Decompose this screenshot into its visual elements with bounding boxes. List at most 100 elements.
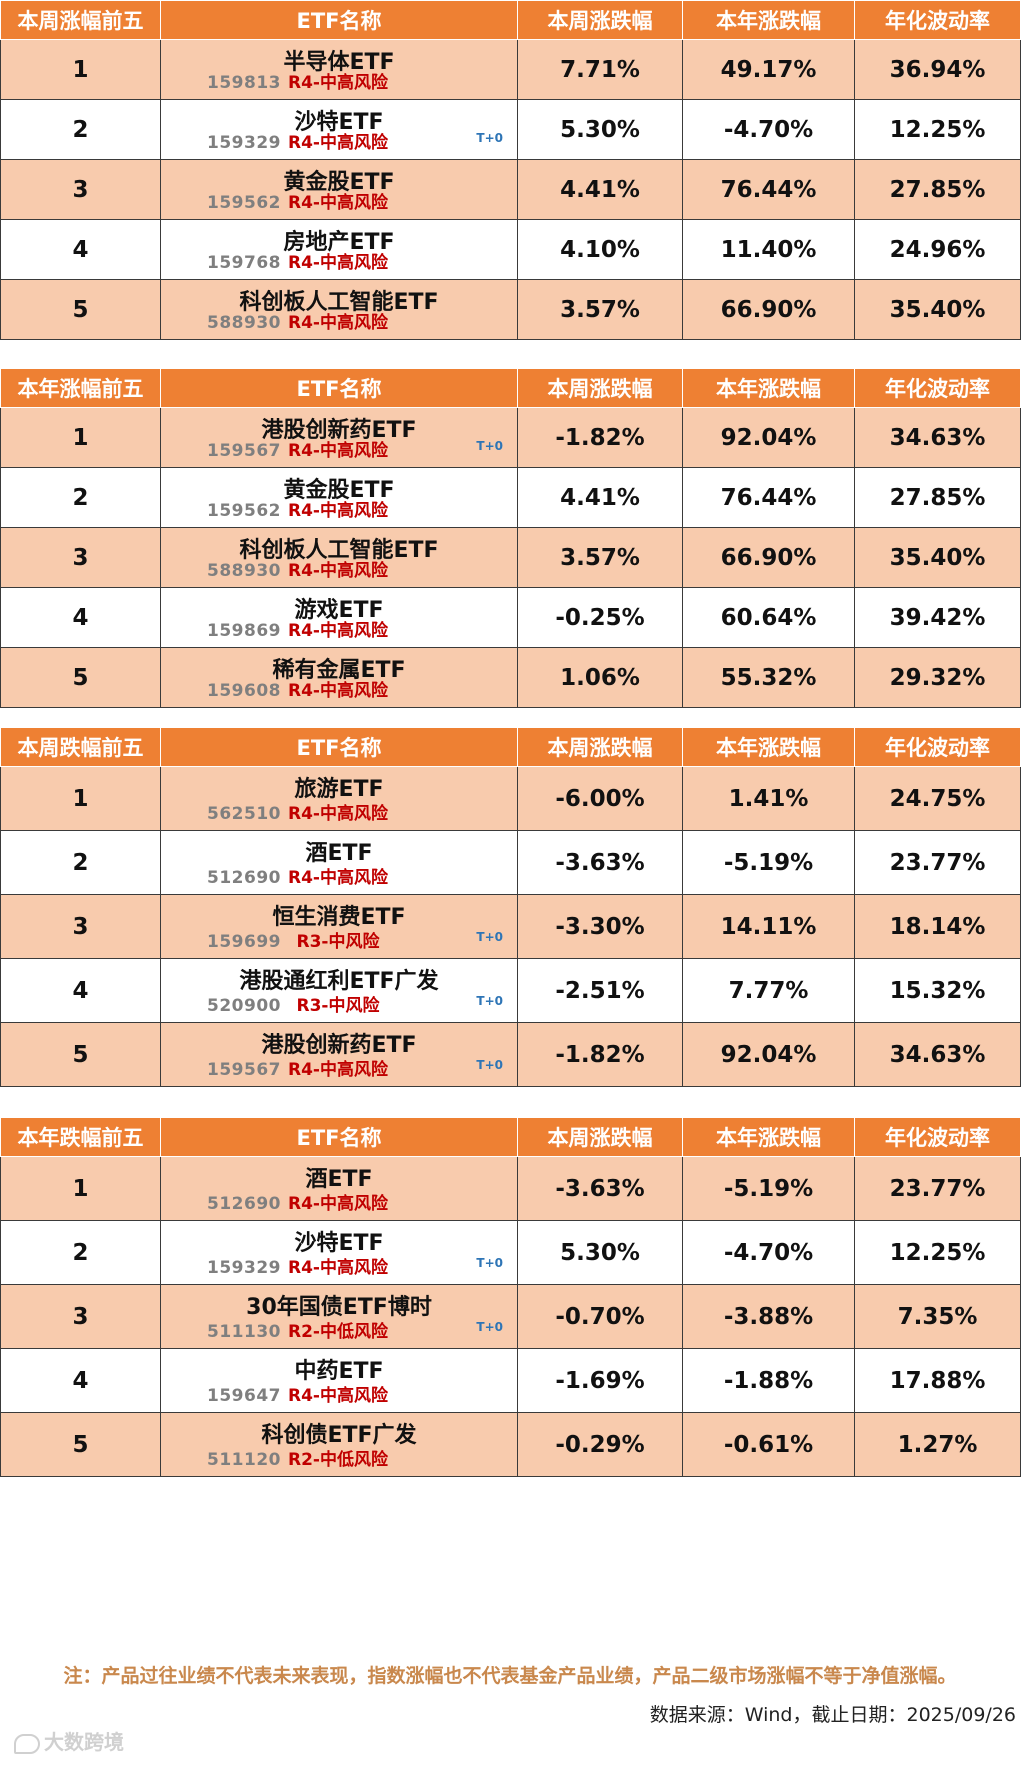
- etf-name: 港股创新药ETF: [261, 418, 417, 443]
- year-change: 1.41%: [682, 766, 855, 831]
- table-row: 1 酒ETF 512690 R4-中高风险 -3.63% -5.19% 23.77%: [0, 1156, 1021, 1221]
- risk-level: R3-中风险: [296, 996, 380, 1016]
- etf-code: 511130: [207, 1322, 281, 1342]
- annual-volatility: 36.94%: [854, 39, 1021, 100]
- risk-level: R4-中高风险: [288, 193, 388, 213]
- etf-name-cell: 房地产ETF 159768 R4-中高风险: [160, 219, 518, 280]
- table-row: 2 沙特ETF 159329 R4-中高风险 T+0 5.30% -4.70% 12.25%: [0, 1220, 1021, 1285]
- year-change: -5.19%: [682, 830, 855, 895]
- table-row: 5 稀有金属ETF 159608 R4-中高风险 1.06% 55.32% 29.32%: [0, 647, 1021, 708]
- header-row: 本年跌幅前五 ETF名称 本周涨跌幅 本年涨跌幅 年化波动率: [0, 1117, 1021, 1157]
- etf-name: 科创板人工智能ETF: [239, 290, 439, 315]
- table-row: 3 30年国债ETF博时 511130 R2-中低风险 T+0 -0.70% -3.88% 7…: [0, 1284, 1021, 1349]
- risk-level: R4-中高风险: [288, 1258, 388, 1278]
- annual-volatility: 34.63%: [854, 1022, 1021, 1087]
- t0-badge: T+0: [476, 994, 503, 1008]
- rank-cell: 5: [0, 1412, 161, 1477]
- data-source: 数据来源：Wind，截止日期：2025/09/26: [649, 1704, 1016, 1726]
- rank-cell: 3: [0, 894, 161, 959]
- etf-code: 512690: [207, 1194, 281, 1214]
- year-change: 92.04%: [682, 407, 855, 468]
- etf-name: 稀有金属ETF: [272, 658, 406, 683]
- annual-volatility: 39.42%: [854, 587, 1021, 648]
- etf-name-cell: 旅游ETF 562510 R4-中高风险: [160, 766, 518, 831]
- rank-cell: 4: [0, 958, 161, 1023]
- table-row: 2 沙特ETF 159329 R4-中高风险 T+0 5.30% -4.70% 12.25%: [0, 99, 1021, 160]
- table-row: 4 房地产ETF 159768 R4-中高风险 4.10% 11.40% 24.96%: [0, 219, 1021, 280]
- t0-badge: T+0: [476, 1320, 503, 1334]
- year-change: 66.90%: [682, 279, 855, 340]
- disclaimer-note: 注：产品过往业绩不代表未来表现，指数涨幅也不代表基金产品业绩，产品二级市场涨幅不…: [63, 1665, 957, 1687]
- etf-name: 酒ETF: [305, 841, 373, 866]
- table-row: 1 港股创新药ETF 159567 R4-中高风险 T+0 -1.82% 92.04% 34.…: [0, 407, 1021, 468]
- risk-level: R4-中高风险: [288, 501, 388, 521]
- week-change: 4.41%: [517, 159, 683, 220]
- table-row: 3 科创板人工智能ETF 588930 R4-中高风险 3.57% 66.90% 35.40…: [0, 527, 1021, 588]
- t0-badge: T+0: [476, 1256, 503, 1270]
- table-row: 3 恒生消费ETF 159699 R3-中风险 T+0 -3.30% 14.11% 18.14…: [0, 894, 1021, 959]
- etf-name: 酒ETF: [305, 1167, 373, 1192]
- header-etf-name: ETF名称: [160, 727, 518, 767]
- etf-code: 159768: [207, 253, 281, 273]
- etf-name-cell: 港股创新药ETF 159567 R4-中高风险 T+0: [160, 407, 518, 468]
- header-volatility: 年化波动率: [854, 0, 1021, 40]
- risk-level: R4-中高风险: [288, 868, 388, 888]
- risk-level: R4-中高风险: [288, 1386, 388, 1406]
- etf-name: 中药ETF: [294, 1359, 384, 1384]
- rank-cell: 3: [0, 527, 161, 588]
- etf-table: 本年涨幅前五 ETF名称 本周涨跌幅 本年涨跌幅 年化波动率 1 港股创新药ETF 15956…: [0, 368, 1021, 708]
- etf-code: 588930: [207, 561, 281, 581]
- year-change: -1.88%: [682, 1348, 855, 1413]
- rank-cell: 2: [0, 830, 161, 895]
- week-change: 1.06%: [517, 647, 683, 708]
- year-change: 66.90%: [682, 527, 855, 588]
- etf-name: 港股创新药ETF: [261, 1033, 417, 1058]
- year-change: 76.44%: [682, 467, 855, 528]
- annual-volatility: 27.85%: [854, 467, 1021, 528]
- year-change: -4.70%: [682, 1220, 855, 1285]
- rank-cell: 3: [0, 159, 161, 220]
- week-change: -3.30%: [517, 894, 683, 959]
- etf-code: 512690: [207, 868, 281, 888]
- etf-name-cell: 30年国债ETF博时 511130 R2-中低风险 T+0: [160, 1284, 518, 1349]
- rank-cell: 4: [0, 587, 161, 648]
- rank-cell: 2: [0, 1220, 161, 1285]
- rank-cell: 3: [0, 1284, 161, 1349]
- rank-cell: 5: [0, 647, 161, 708]
- week-change: 5.30%: [517, 99, 683, 160]
- risk-level: R4-中高风险: [288, 313, 388, 333]
- risk-level: R4-中高风险: [288, 441, 388, 461]
- etf-code: 511120: [207, 1450, 281, 1470]
- risk-level: R2-中低风险: [288, 1450, 388, 1470]
- risk-level: R2-中低风险: [288, 1322, 388, 1342]
- table-weekly-gainers: 本周涨幅前五 ETF名称 本周涨跌幅 本年涨跌幅 年化波动率 1 半导体ETF 159813 R…: [0, 0, 1021, 340]
- year-change: 49.17%: [682, 39, 855, 100]
- rank-cell: 2: [0, 99, 161, 160]
- risk-level: R4-中高风险: [288, 73, 388, 93]
- year-change: -4.70%: [682, 99, 855, 160]
- year-change: -3.88%: [682, 1284, 855, 1349]
- annual-volatility: 24.96%: [854, 219, 1021, 280]
- table-row: 5 科创债ETF广发 511120 R2-中低风险 -0.29% -0.61% 1.27%: [0, 1412, 1021, 1477]
- header-year-change: 本年涨跌幅: [682, 368, 855, 408]
- t0-badge: T+0: [476, 1058, 503, 1072]
- table-yearly-gainers: 本年涨幅前五 ETF名称 本周涨跌幅 本年涨跌幅 年化波动率 1 港股创新药ETF 15956…: [0, 368, 1021, 708]
- header-volatility: 年化波动率: [854, 368, 1021, 408]
- etf-name: 黄金股ETF: [283, 170, 395, 195]
- year-change: -0.61%: [682, 1412, 855, 1477]
- table-title: 本年跌幅前五: [0, 1117, 161, 1157]
- table-row: 4 游戏ETF 159869 R4-中高风险 -0.25% 60.64% 39.42%: [0, 587, 1021, 648]
- table-row: 2 黄金股ETF 159562 R4-中高风险 4.41% 76.44% 27.85%: [0, 467, 1021, 528]
- week-change: 7.71%: [517, 39, 683, 100]
- etf-code: 562510: [207, 804, 281, 824]
- etf-name-cell: 港股通红利ETF广发 520900 R3-中风险 T+0: [160, 958, 518, 1023]
- etf-code: 520900: [207, 996, 281, 1016]
- etf-code: 588930: [207, 313, 281, 333]
- rank-cell: 1: [0, 39, 161, 100]
- year-change: 55.32%: [682, 647, 855, 708]
- week-change: 4.10%: [517, 219, 683, 280]
- annual-volatility: 27.85%: [854, 159, 1021, 220]
- annual-volatility: 34.63%: [854, 407, 1021, 468]
- header-year-change: 本年涨跌幅: [682, 0, 855, 40]
- annual-volatility: 23.77%: [854, 1156, 1021, 1221]
